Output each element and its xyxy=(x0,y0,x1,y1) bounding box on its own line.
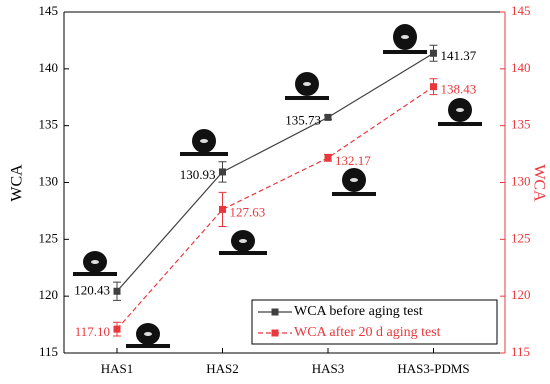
point-marker xyxy=(324,154,332,162)
y-tick-label: 140 xyxy=(39,60,59,75)
point-marker xyxy=(219,205,226,213)
y-tick-label: 115 xyxy=(39,344,58,359)
legend-label: WCA before aging test xyxy=(294,304,423,319)
y-tick-label: 125 xyxy=(39,230,59,245)
legend-box xyxy=(251,299,498,345)
y2-tick-label: 120 xyxy=(511,287,531,302)
x-tick-label: HAS2 xyxy=(206,361,239,376)
point-marker xyxy=(324,113,332,121)
y-tick-label: 135 xyxy=(39,117,59,132)
point-marker xyxy=(113,325,121,333)
data-label: 132.17 xyxy=(335,153,371,168)
droplet-icons xyxy=(73,24,482,348)
y-tick-label: 120 xyxy=(39,287,59,302)
legend-marker xyxy=(271,308,279,316)
legend-marker xyxy=(271,329,279,337)
data-label: 135.73 xyxy=(285,112,321,127)
series-line xyxy=(116,86,434,330)
data-label: 138.43 xyxy=(441,82,477,97)
series-line xyxy=(116,52,434,292)
y2-tick-label: 135 xyxy=(511,117,531,132)
y2-axis-label: WCA xyxy=(530,164,547,202)
point-marker xyxy=(113,287,121,295)
y-tick-label: 145 xyxy=(39,3,59,18)
point-marker xyxy=(430,83,437,91)
y2-tick-label: 130 xyxy=(511,173,531,188)
data-label: 141.37 xyxy=(441,48,477,63)
data-label: 120.43 xyxy=(74,282,110,297)
x-tick-label: HAS3 xyxy=(312,361,345,376)
y2-tick-label: 140 xyxy=(511,60,531,75)
legend-label: WCA after 20 d aging test xyxy=(294,325,441,340)
x-tick-label: HAS1 xyxy=(101,361,134,376)
y2-tick-label: 115 xyxy=(511,344,530,359)
data-label: 130.93 xyxy=(180,167,216,182)
data-label: 117.10 xyxy=(75,324,110,339)
point-marker xyxy=(430,49,437,57)
point-marker xyxy=(219,168,226,176)
y-tick-label: 130 xyxy=(39,173,59,188)
y2-tick-label: 125 xyxy=(511,230,531,245)
y2-tick-label: 145 xyxy=(511,3,531,18)
data-label: 127.63 xyxy=(230,204,266,219)
x-tick-label: HAS3-PDMS xyxy=(397,361,469,376)
y-axis-label: WCA xyxy=(9,164,26,202)
